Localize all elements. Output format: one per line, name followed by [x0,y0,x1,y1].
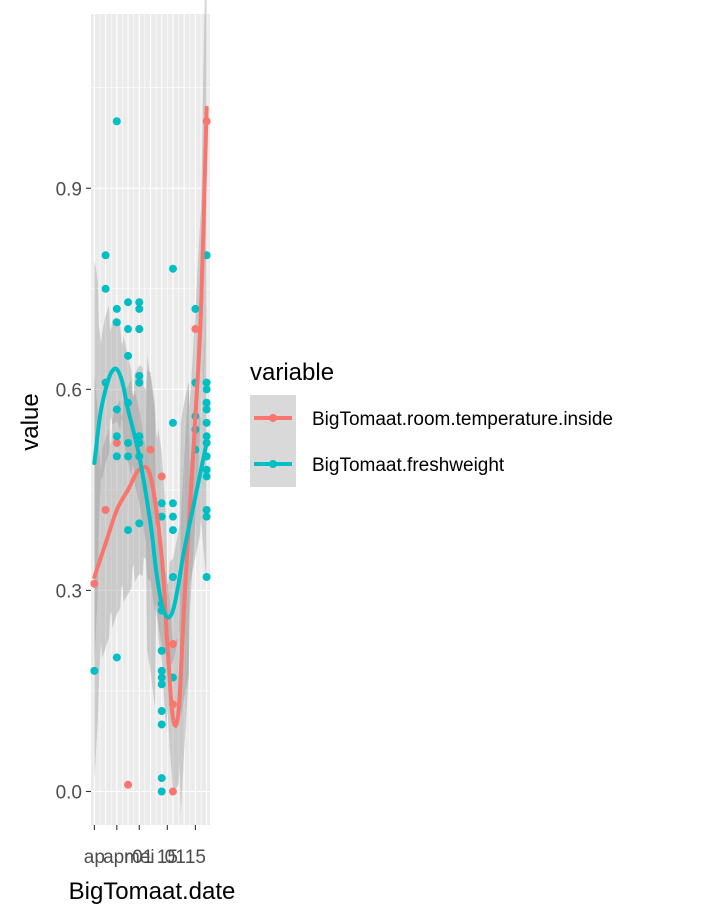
data-point-1 [202,405,211,414]
data-point-1 [202,505,211,514]
y-axis-title: value [17,393,44,450]
legend-key-point-0 [269,414,277,422]
x-tick-label: 01 [165,847,186,868]
y-tick-label: 0.0 [56,782,82,803]
data-point-1 [202,573,211,582]
data-point-1 [112,405,121,414]
data-point-1 [124,325,133,334]
data-point-0 [168,640,177,649]
data-point-1 [112,452,121,461]
data-point-1 [135,519,144,528]
data-point-1 [112,653,121,662]
data-point-1 [157,680,166,689]
x-tick-label: 01 [132,847,153,868]
data-point-1 [168,512,177,521]
data-point-0 [191,325,200,334]
data-point-1 [135,304,144,313]
data-point-1 [168,499,177,508]
data-point-1 [135,325,144,334]
data-point-1 [202,472,211,481]
y-tick-label: 0.6 [56,380,82,401]
x-tick-label: 15 [157,847,178,868]
confidence-band-0 [94,0,207,816]
data-point-1 [168,264,177,273]
data-point-0 [146,445,155,454]
x-tick-label: mei [124,847,155,868]
y-axis: 0.0 0.3 0.6 0.9 [56,179,91,803]
data-point-1 [202,418,211,427]
x-tick-label: ap [84,847,105,868]
data-point-1 [112,304,121,313]
data-point-1 [157,707,166,716]
data-point-1 [202,398,211,407]
data-point-1 [157,720,166,729]
data-point-1 [202,378,211,387]
data-point-0 [157,472,166,481]
data-point-1 [202,385,211,394]
x-axis-title: BigTomaat.date [69,878,236,905]
data-point-1 [101,251,110,260]
data-point-0 [90,579,99,588]
data-point-0 [112,438,121,447]
data-point-1 [101,284,110,293]
data-point-1 [157,787,166,796]
legend-label-0: BigTomaat.room.temperature.inside [312,409,613,430]
data-point-1 [135,378,144,387]
data-point-0 [168,787,177,796]
data-point-1 [112,318,121,327]
data-point-1 [157,499,166,508]
x-tick-label: apr [103,847,131,868]
data-point-1 [112,117,121,126]
data-point-1 [90,666,99,675]
legend: variable BigTomaat.room.temperature.insi… [250,359,613,487]
data-point-1 [168,418,177,427]
data-point-1 [157,673,166,682]
legend-key-point-1 [269,460,277,468]
data-point-1 [168,573,177,582]
data-point-1 [191,304,200,313]
data-point-1 [202,432,211,441]
data-point-1 [157,774,166,783]
data-point-0 [101,505,110,514]
y-tick-label: 0.3 [56,581,82,602]
y-tick-label: 0.9 [56,179,82,200]
data-point-1 [157,666,166,675]
smooth-line-0 [92,105,209,728]
data-point-1 [135,371,144,380]
x-tick-label: 15 [185,847,206,868]
data-point-1 [202,512,211,521]
data-point-1 [124,298,133,307]
data-point-0 [124,780,133,789]
data-point-1 [124,526,133,535]
data-point-1 [135,298,144,307]
data-point-1 [124,438,133,447]
data-point-1 [124,351,133,360]
legend-label-1: BigTomaat.freshweight [312,455,505,476]
data-point-1 [202,465,211,474]
data-point-1 [124,452,133,461]
data-point-1 [157,646,166,655]
data-point-1 [168,526,177,535]
plot-panel [90,0,211,825]
smooth-line-1 [92,366,209,620]
data-point-1 [157,512,166,521]
legend-title: variable [250,359,334,386]
data-point-1 [112,432,121,441]
